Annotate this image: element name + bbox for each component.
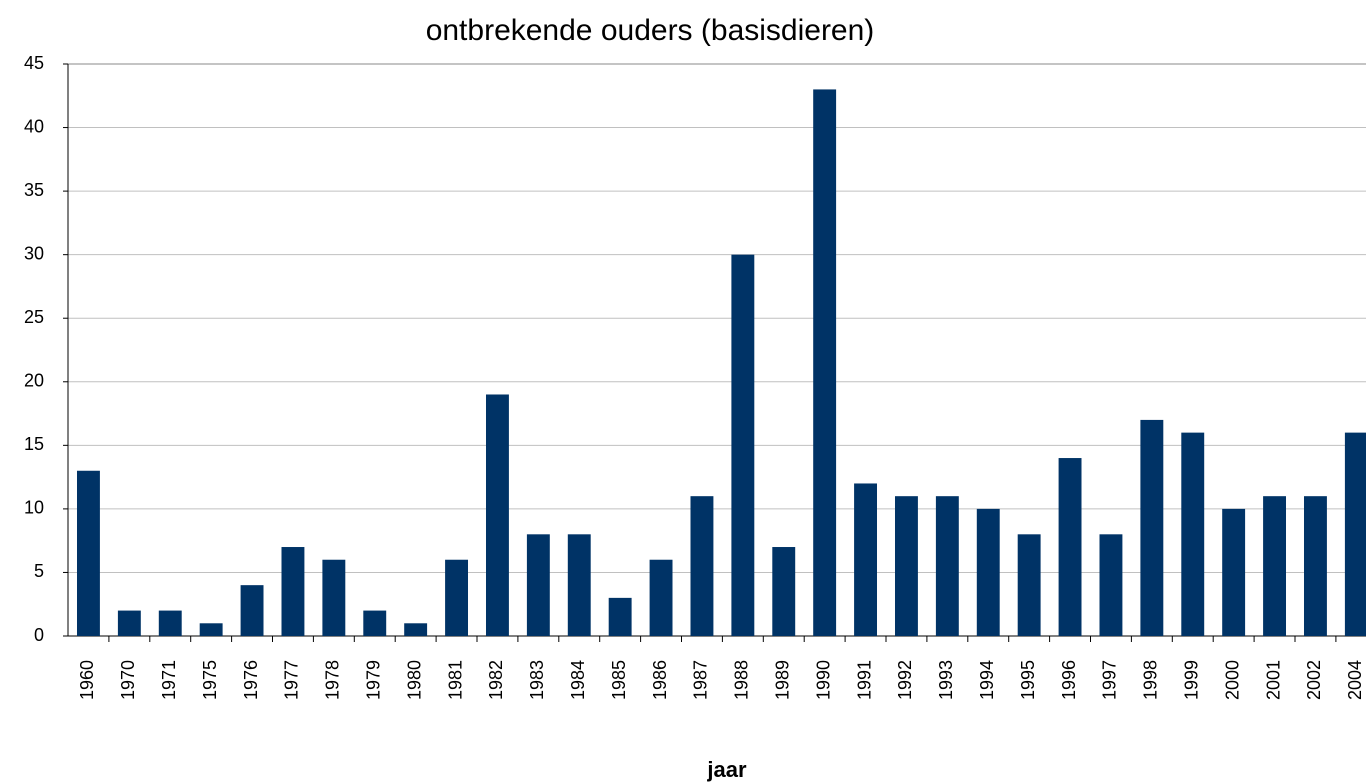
bar [935, 496, 959, 636]
x-tick-label: 1960 [77, 660, 97, 700]
bar [731, 254, 755, 636]
x-tick-label: 1988 [732, 660, 752, 700]
x-tick-label: 1994 [977, 660, 997, 700]
y-tick-label: 10 [24, 498, 44, 518]
x-tick-label: 1971 [159, 660, 179, 700]
bar [649, 559, 673, 636]
x-axis-title: jaar [706, 757, 747, 782]
x-tick-label: 1979 [364, 660, 384, 700]
bar [1303, 496, 1327, 636]
x-tick-label: 2002 [1304, 660, 1324, 700]
x-tick-label: 1997 [1100, 660, 1120, 700]
x-tick-label: 1977 [282, 660, 302, 700]
x-tick-label: 1996 [1059, 660, 1079, 700]
x-tick-label: 1976 [241, 660, 261, 700]
bar [1058, 458, 1082, 636]
x-tick-label: 2000 [1222, 660, 1242, 700]
x-tick-label: 1999 [1182, 660, 1202, 700]
x-tick-label: 1981 [445, 660, 465, 700]
x-tick-label: 1970 [118, 660, 138, 700]
bar [813, 89, 837, 636]
x-tick-label: 2001 [1263, 660, 1283, 700]
y-tick-label: 40 [24, 116, 44, 136]
x-tick-label: 1998 [1141, 660, 1161, 700]
bar [1344, 432, 1366, 636]
bar [445, 559, 469, 636]
x-tick-label: 1992 [895, 660, 915, 700]
y-tick-label: 5 [34, 561, 44, 581]
bar [485, 394, 509, 636]
bar [1140, 419, 1164, 636]
bar [1263, 496, 1287, 636]
bar [1017, 534, 1041, 636]
x-tick-label: 1991 [854, 660, 874, 700]
x-tick-label: 1984 [568, 660, 588, 700]
bar [76, 470, 100, 636]
bar [322, 559, 346, 636]
y-tick-label: 20 [24, 371, 44, 391]
x-tick-label: 1989 [773, 660, 793, 700]
bar [363, 610, 387, 636]
x-tick-label: 1995 [1018, 660, 1038, 700]
x-tick-label: 1980 [404, 660, 424, 700]
y-tick-label: 0 [34, 625, 44, 645]
bar [690, 496, 714, 636]
bar [772, 547, 796, 636]
x-tick-label: 1985 [609, 660, 629, 700]
y-tick-label: 15 [24, 434, 44, 454]
bar [854, 483, 878, 636]
bar [281, 547, 305, 636]
bar [608, 597, 632, 636]
x-tick-label: 1986 [650, 660, 670, 700]
x-tick-label: 2004 [1345, 660, 1365, 700]
bar [526, 534, 550, 636]
y-tick-label: 35 [24, 180, 44, 200]
x-tick-label: 1987 [691, 660, 711, 700]
bar [404, 623, 428, 636]
bar [158, 610, 182, 636]
bar [117, 610, 141, 636]
bar [1222, 508, 1246, 636]
bar [894, 496, 918, 636]
bar [567, 534, 591, 636]
bar [976, 508, 1000, 636]
x-tick-label: 1975 [200, 660, 220, 700]
y-tick-label: 25 [24, 307, 44, 327]
bar [199, 623, 223, 636]
y-tick-label: 30 [24, 243, 44, 263]
bar [1181, 432, 1205, 636]
y-tick-label: 45 [24, 53, 44, 73]
bar [240, 585, 264, 636]
x-tick-label: 1983 [527, 660, 547, 700]
x-tick-label: 1990 [813, 660, 833, 700]
x-tick-label: 1993 [936, 660, 956, 700]
chart-title: ontbrekende ouders (basisdieren) [426, 14, 875, 47]
x-tick-label: 1978 [323, 660, 343, 700]
x-tick-label: 1982 [486, 660, 506, 700]
bar [1099, 534, 1123, 636]
